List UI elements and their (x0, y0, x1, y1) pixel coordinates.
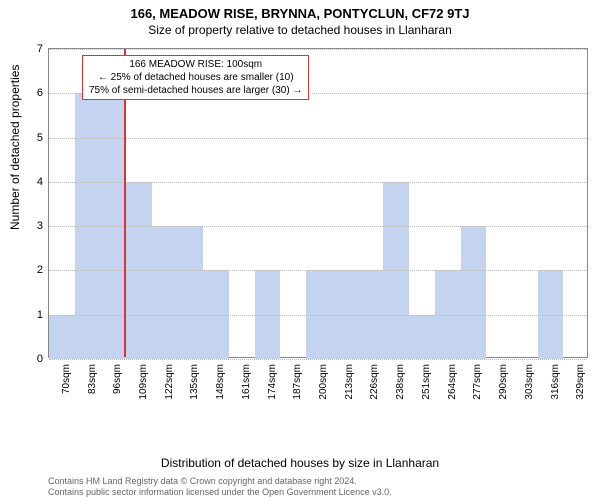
xtick-label: 329sqm (575, 364, 586, 400)
xtick-slot: 135sqm (177, 360, 203, 408)
bar-slot (306, 49, 332, 359)
gridline (49, 270, 587, 271)
bar (152, 226, 178, 359)
ytick-label: 1 (37, 309, 43, 321)
ytick-label: 2 (37, 264, 43, 276)
xtick-slot: 174sqm (254, 360, 280, 408)
chart-area: 01234567 70sqm83sqm96sqm109sqm122sqm135s… (48, 48, 588, 408)
bar-slot (486, 49, 512, 359)
xtick-slot: 122sqm (151, 360, 177, 408)
xtick-label: 174sqm (267, 364, 278, 400)
footer: Contains HM Land Registry data © Crown c… (48, 476, 392, 499)
xtick-slot: 316sqm (537, 360, 563, 408)
xtick-slot: 70sqm (48, 360, 74, 408)
page-title: 166, MEADOW RISE, BRYNNA, PONTYCLUN, CF7… (0, 0, 600, 21)
xtick-label: 226sqm (369, 364, 380, 400)
bar (178, 226, 204, 359)
xtick-slot: 187sqm (279, 360, 305, 408)
bar-slot (332, 49, 358, 359)
ytick-label: 7 (37, 43, 43, 55)
xtick-slot: 200sqm (305, 360, 331, 408)
gridline (49, 315, 587, 316)
yaxis-label: Number of detached properties (8, 65, 22, 230)
xaxis-label: Distribution of detached houses by size … (0, 456, 600, 470)
xtick-label: 96sqm (112, 364, 123, 394)
bar-slot (538, 49, 564, 359)
footer-line-2: Contains public sector information licen… (48, 487, 392, 498)
xtick-slot: 161sqm (228, 360, 254, 408)
xtick-slot: 329sqm (562, 360, 588, 408)
ytick-label: 3 (37, 220, 43, 232)
xtick-slot: 148sqm (202, 360, 228, 408)
page-subtitle: Size of property relative to detached ho… (0, 21, 600, 37)
xtick-label: 200sqm (318, 364, 329, 400)
xtick-label: 122sqm (164, 364, 175, 400)
xtick-label: 277sqm (472, 364, 483, 400)
xtick-slot: 303sqm (511, 360, 537, 408)
xtick-label: 238sqm (395, 364, 406, 400)
xtick-slot: 290sqm (485, 360, 511, 408)
bar-slot (461, 49, 487, 359)
bar-slot (358, 49, 384, 359)
bar-slot (49, 49, 75, 359)
xtick-label: 251sqm (421, 364, 432, 400)
gridline (49, 182, 587, 183)
xtick-slot: 264sqm (434, 360, 460, 408)
bar-slot (512, 49, 538, 359)
xtick-label: 148sqm (215, 364, 226, 400)
info-line-3: 75% of semi-detached houses are larger (… (89, 84, 302, 97)
xtick-label: 316sqm (550, 364, 561, 400)
info-box: 166 MEADOW RISE: 100sqm ← 25% of detache… (82, 55, 309, 100)
xtick-slot: 251sqm (408, 360, 434, 408)
ytick-label: 0 (37, 353, 43, 365)
xtick-label: 303sqm (524, 364, 535, 400)
footer-line-1: Contains HM Land Registry data © Crown c… (48, 476, 392, 487)
xtick-slot: 277sqm (460, 360, 486, 408)
bar-slot (435, 49, 461, 359)
xtick-slot: 83sqm (74, 360, 100, 408)
bar (409, 315, 435, 359)
info-line-1: 166 MEADOW RISE: 100sqm (89, 58, 302, 71)
bar-slot (383, 49, 409, 359)
gridline (49, 49, 587, 50)
xtick-label: 213sqm (344, 364, 355, 400)
xtick-label: 264sqm (447, 364, 458, 400)
ytick-label: 5 (37, 132, 43, 144)
xtick-slot: 238sqm (382, 360, 408, 408)
ytick-label: 6 (37, 87, 43, 99)
xtick-label: 161sqm (241, 364, 252, 400)
ytick-label: 4 (37, 176, 43, 188)
xtick-slot: 213sqm (331, 360, 357, 408)
xtick-label: 135sqm (189, 364, 200, 400)
info-line-2: ← 25% of detached houses are smaller (10… (89, 71, 302, 84)
gridline (49, 138, 587, 139)
xtick-label: 109sqm (138, 364, 149, 400)
xtick-slot: 226sqm (357, 360, 383, 408)
xtick-slot: 96sqm (99, 360, 125, 408)
xtick-label: 70sqm (61, 364, 72, 394)
xticks-container: 70sqm 83sqm 96sqm 109sqm 122sqm 135sqm 148sqm 1… (48, 360, 588, 408)
bar (49, 315, 75, 359)
gridline (49, 226, 587, 227)
bar (461, 226, 487, 359)
xtick-label: 83sqm (87, 364, 98, 394)
xtick-label: 187sqm (292, 364, 303, 400)
bar-slot (563, 49, 589, 359)
xtick-label: 290sqm (498, 364, 509, 400)
bar-slot (409, 49, 435, 359)
xtick-slot: 109sqm (125, 360, 151, 408)
